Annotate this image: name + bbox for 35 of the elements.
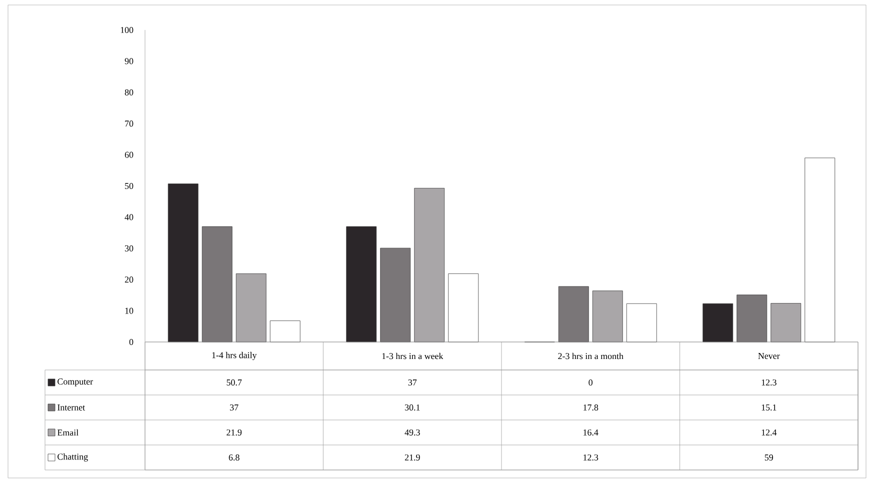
y-tick-label: 100 (120, 26, 134, 34)
data-label: 49.3 (404, 429, 420, 436)
data-label: 12.3 (584, 454, 598, 461)
data-label: 6.8 (228, 454, 240, 461)
x-tick-label: 1-4 hrs daily (212, 352, 257, 360)
legend-label: Computer (58, 378, 93, 386)
legend-label: Internet (58, 404, 86, 410)
data-label: 37 (408, 379, 417, 386)
y-tick-label: 90 (124, 58, 134, 64)
legend-label: Email (57, 429, 78, 436)
data-label: 15.1 (762, 404, 776, 411)
data-label: 59 (764, 454, 774, 461)
y-tick-label: 40 (124, 214, 134, 220)
data-label: 21.9 (226, 429, 242, 436)
y-tick-label: 70 (125, 120, 134, 127)
data-label: 12.4 (762, 429, 777, 436)
x-tick-label: Never (758, 353, 780, 359)
data-label: 0 (588, 379, 593, 386)
data-label: 17.8 (584, 404, 598, 411)
data-label: 30.1 (404, 404, 420, 411)
data-label: 21.9 (404, 454, 420, 461)
legend-label: Chatting (58, 453, 88, 462)
y-tick-label: 60 (124, 152, 134, 158)
data-label: 50.7 (226, 379, 242, 386)
x-tick-label: 2-3 hrs in a month (558, 352, 624, 360)
data-label: 12.3 (762, 379, 776, 386)
y-tick-label: 30 (124, 245, 134, 252)
data-label: 16.4 (584, 429, 598, 436)
data-label: 37 (230, 404, 238, 411)
y-tick-label: 0 (129, 338, 134, 346)
y-tick-label: 20 (124, 276, 134, 283)
y-tick-label: 10 (125, 308, 134, 314)
x-tick-label: 1-3 hrs in a week (382, 352, 444, 360)
y-tick-label: 80 (124, 89, 134, 96)
y-tick-label: 50 (125, 182, 134, 190)
